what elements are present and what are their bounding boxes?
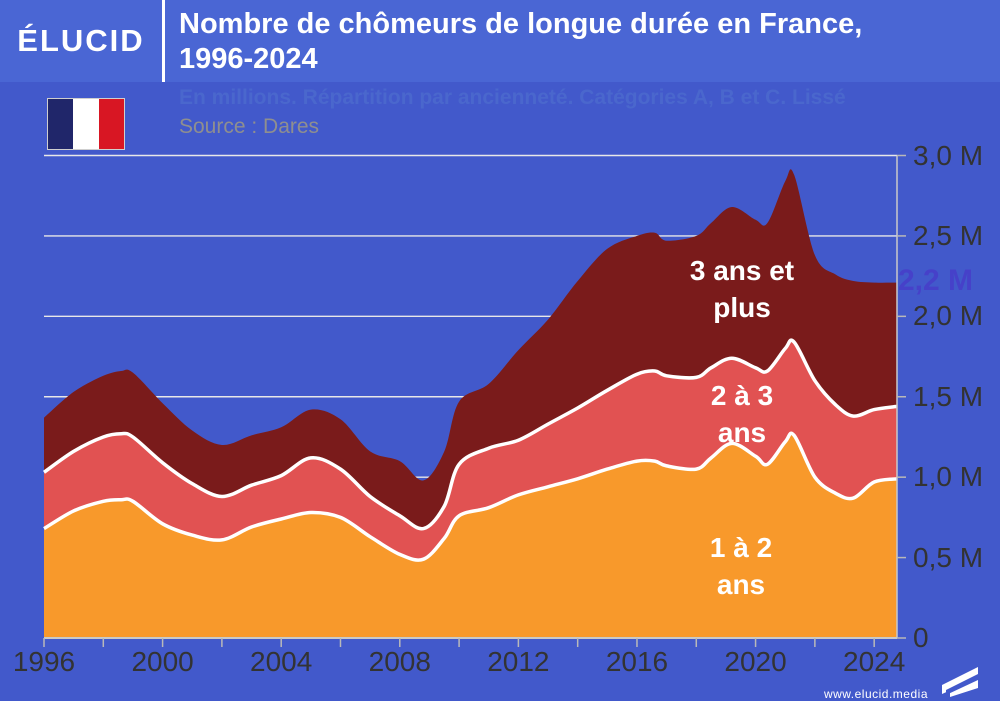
x-tick-label: 2012 (487, 646, 550, 677)
flag-band-blue (48, 99, 74, 149)
x-tick-label: 2004 (250, 646, 313, 677)
x-tick-label: 2020 (724, 646, 787, 677)
header: ÉLUCID Nombre de chômeurs de longue duré… (0, 0, 1000, 82)
current-value-annotation: 2,2 M (898, 263, 974, 297)
chart-subtitle: En millions. Répartition par ancienneté.… (179, 86, 846, 109)
flag-band-red (98, 99, 124, 149)
y-tick-label: 1,0 M (913, 461, 984, 493)
area-1 à 2 ans (44, 433, 897, 638)
chart-source: Source : Dares (179, 115, 320, 138)
series-label-2a3-ans: 2 à 3 ans (710, 380, 774, 448)
brand-logo: ÉLUCID (17, 23, 145, 58)
flag-band-white (73, 99, 99, 149)
footer-strip (0, 686, 1000, 700)
y-tick-label: 0,5 M (913, 541, 984, 573)
y-tick-label: 0 (913, 622, 929, 653)
title-line-1: Nombre de chômeurs de longue durée en Fr… (179, 8, 863, 40)
page-title: Nombre de chômeurs de longue durée en Fr… (179, 7, 979, 77)
x-tick-label: 2000 (131, 646, 194, 677)
y-tick-label: 3,0 M (913, 139, 984, 171)
x-tick-label: 1996 (12, 646, 76, 677)
y-tick-label: 1,5 M (913, 380, 984, 412)
y-tick-label: 2,5 M (913, 219, 984, 251)
y-tick-label: 2,0 M (913, 300, 984, 332)
series-label-1a2-ans: 1 à 2 ans (709, 532, 773, 600)
series-label-3ans-et-plus: 3 ans et plus (689, 255, 795, 323)
elucid-flag-icon (942, 667, 978, 697)
france-flag-icon (47, 98, 125, 150)
series-separator (43, 431, 898, 562)
series-separator (42, 338, 898, 531)
x-tick-label: 2008 (368, 646, 431, 677)
title-line-2: 1996-2024 (179, 43, 318, 75)
watermark-url: www.elucid.media (823, 687, 928, 701)
x-tick-label: 2024 (843, 646, 906, 677)
x-tick-label: 2016 (605, 646, 669, 677)
header-divider (162, 0, 165, 82)
